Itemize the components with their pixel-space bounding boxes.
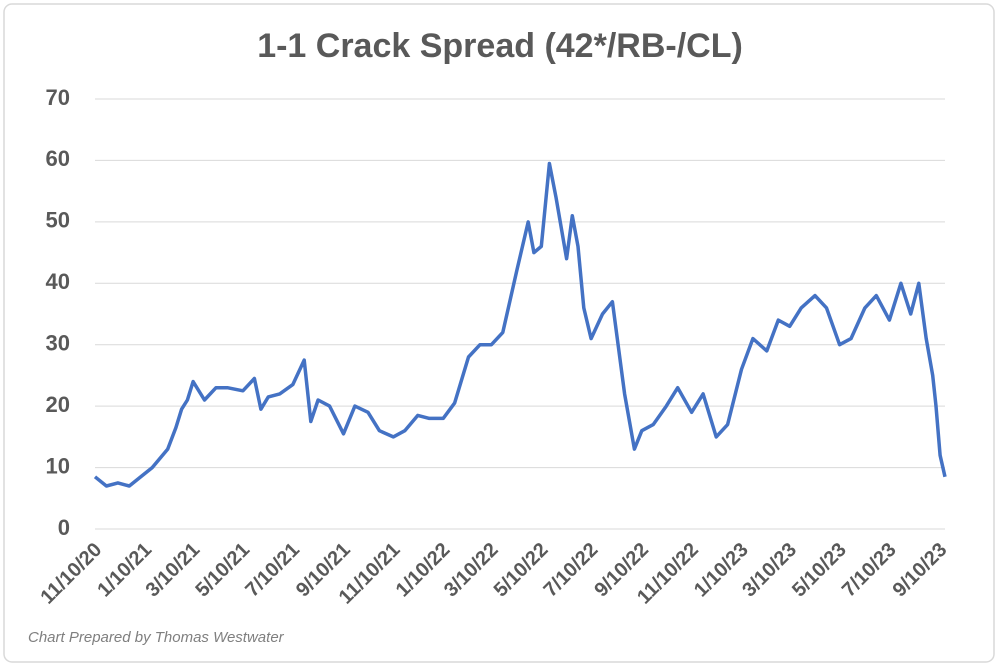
y-tick-label: 30: [46, 331, 70, 356]
y-tick-label: 70: [46, 85, 70, 110]
chart-border: [3, 3, 995, 663]
y-tick-label: 0: [58, 515, 70, 540]
data-line: [93, 161, 947, 488]
chart-title: 1-1 Crack Spread (42*/RB-/CL): [257, 27, 743, 65]
y-tick-label: 50: [46, 208, 70, 233]
y-tick-label: 20: [46, 392, 70, 417]
y-tick-label: 40: [46, 269, 70, 294]
footnote: Chart Prepared by Thomas Westwater: [28, 629, 285, 646]
y-tick-label: 60: [46, 146, 70, 171]
y-tick-label: 10: [46, 453, 70, 478]
